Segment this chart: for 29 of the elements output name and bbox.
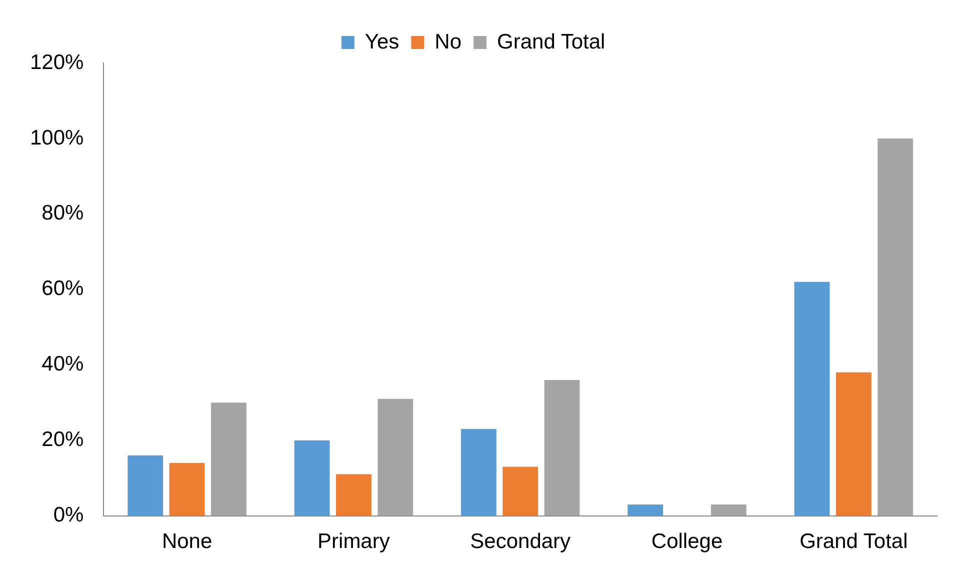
x-tick-label: None <box>162 530 212 554</box>
y-tick-label: 40% <box>42 352 84 376</box>
x-tick-label: Grand Total <box>800 530 908 554</box>
y-tick-label: 60% <box>42 277 84 300</box>
bar <box>878 138 914 516</box>
bar <box>710 504 746 516</box>
bar <box>794 282 830 516</box>
legend-label: Yes <box>364 30 400 54</box>
y-tick-label: 100% <box>30 126 84 150</box>
bar <box>628 504 664 516</box>
bar <box>336 474 372 516</box>
x-tick-label: Primary <box>318 530 390 554</box>
legend-label: No <box>434 30 462 54</box>
y-tick-label: 120% <box>30 50 84 74</box>
bar <box>294 440 330 516</box>
bar <box>378 398 414 516</box>
bar <box>128 455 164 516</box>
y-tick-label: 20% <box>42 428 84 452</box>
x-tick-label: College <box>651 530 723 554</box>
x-tick-label: Secondary <box>470 530 572 554</box>
bar <box>502 466 538 516</box>
bar <box>210 402 246 516</box>
y-tick-label: 0% <box>53 504 84 527</box>
bar <box>169 462 205 516</box>
bar <box>544 380 580 516</box>
y-tick-label: 80% <box>42 202 84 225</box>
legend-label: Grand Total <box>497 30 606 54</box>
bar <box>460 429 496 516</box>
bar <box>836 372 872 516</box>
